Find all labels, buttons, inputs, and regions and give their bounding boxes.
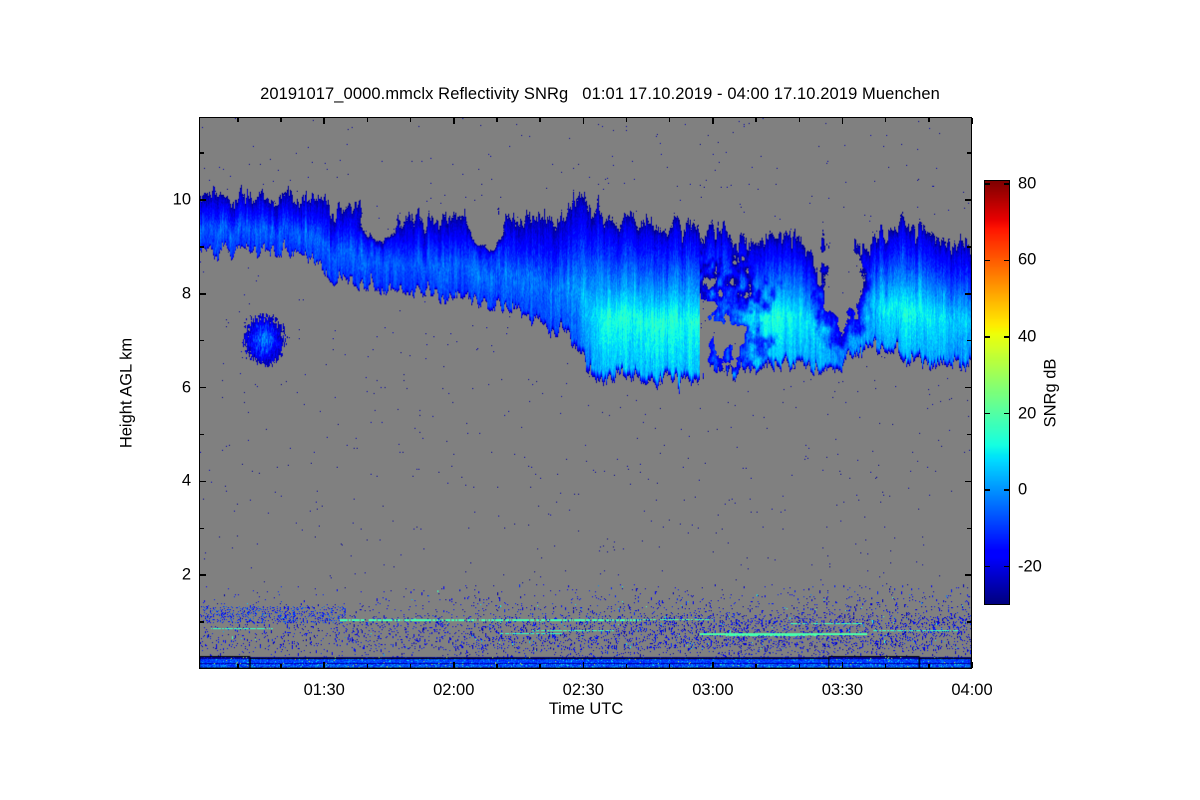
x-axis-minor-tick [366, 118, 369, 122]
x-axis-minor-tick [884, 664, 887, 668]
x-axis-tick [712, 118, 714, 124]
x-axis-minor-tick [237, 664, 239, 668]
colorbar-tick-label: 60 [1018, 250, 1037, 269]
y-axis-tick [965, 199, 971, 201]
y-axis-minor-tick [967, 246, 971, 248]
y-axis-minor-tick [200, 433, 204, 436]
x-axis-tick [971, 662, 973, 668]
y-axis-minor-tick [200, 527, 204, 530]
colorbar-tick [1004, 565, 1009, 568]
x-axis-minor-tick [668, 118, 671, 122]
x-axis-tick [323, 118, 325, 124]
colorbar-gradient [985, 181, 1009, 604]
x-axis-minor-tick [755, 118, 757, 122]
page-title: 20191017_0000.mmclx Reflectivity SNRg 01… [260, 85, 940, 103]
x-axis-minor-tick [668, 664, 671, 668]
colorbar-tick [1004, 336, 1009, 338]
x-axis-tick [971, 118, 973, 124]
x-axis-minor-tick [625, 664, 628, 668]
x-axis-minor-tick [798, 118, 800, 122]
y-axis-tick [965, 386, 971, 389]
y-axis-tick [200, 199, 206, 201]
y-axis-minor-tick [200, 339, 204, 342]
y-axis-tick [200, 293, 206, 295]
x-axis-minor-tick [280, 118, 282, 122]
x-axis-tick [453, 118, 455, 124]
x-axis-minor-tick [496, 118, 498, 122]
y-axis-tick-label: 8 [181, 284, 191, 303]
y-axis-title: Height AGL km [117, 337, 136, 449]
colorbar-tick-label: 0 [1018, 480, 1028, 499]
y-axis-tick [200, 480, 206, 483]
reflectivity-heatmap [200, 118, 971, 668]
colorbar-tick-label: 40 [1018, 327, 1037, 346]
x-axis-tick-label: 03:30 [821, 681, 864, 699]
y-axis-minor-tick [967, 152, 971, 154]
y-axis-minor-tick [967, 527, 971, 530]
y-axis-tick [200, 386, 206, 389]
x-axis-minor-tick [928, 118, 930, 122]
y-axis-tick-label: 6 [181, 378, 191, 397]
x-axis-minor-tick [409, 664, 412, 668]
x-axis-tick-label: 02:00 [433, 681, 475, 699]
plot-area [199, 117, 972, 669]
x-axis-tick [841, 662, 844, 668]
x-axis-tick [453, 662, 455, 668]
y-axis-tick-label: 4 [181, 471, 191, 490]
y-axis-tick [200, 574, 206, 576]
colorbar-tick [985, 565, 990, 568]
y-axis-minor-tick [200, 152, 204, 154]
colorbar-tick-label: 80 [1018, 174, 1037, 193]
x-axis-title: Time UTC [548, 700, 624, 718]
y-axis-tick [965, 574, 971, 576]
x-axis-minor-tick [539, 664, 541, 668]
colorbar-tick [985, 336, 990, 338]
x-axis-tick [712, 662, 714, 668]
x-axis-minor-tick [798, 664, 800, 668]
x-axis-tick-label: 04:00 [951, 681, 993, 699]
y-axis-tick-label: 2 [181, 565, 191, 584]
y-axis-minor-tick [967, 621, 971, 623]
colorbar-tick [985, 489, 990, 491]
colorbar-tick [1004, 412, 1009, 415]
y-axis-tick [965, 293, 971, 295]
colorbar-tick-label: 20 [1018, 404, 1037, 423]
y-axis-minor-tick [967, 433, 971, 436]
x-axis-minor-tick [237, 118, 239, 122]
colorbar-tick [1004, 489, 1009, 491]
colorbar-tick [1004, 259, 1009, 262]
x-axis-tick-label: 02:30 [562, 681, 604, 699]
x-axis-tick [841, 118, 844, 124]
x-axis-minor-tick [928, 664, 930, 668]
x-axis-minor-tick [280, 664, 282, 668]
x-axis-minor-tick [496, 664, 498, 668]
colorbar-tick-label: -20 [1018, 557, 1042, 576]
x-axis-minor-tick [409, 118, 412, 122]
x-axis-minor-tick [755, 664, 757, 668]
colorbar-title: SNRg dB [1041, 358, 1060, 428]
y-axis-minor-tick [200, 621, 204, 623]
x-axis-minor-tick [539, 118, 541, 122]
x-axis-minor-tick [884, 118, 887, 122]
colorbar [984, 180, 1010, 605]
x-axis-minor-tick [625, 118, 628, 122]
colorbar-tick [985, 183, 990, 185]
y-axis-minor-tick [967, 339, 971, 342]
x-axis-tick [582, 118, 585, 124]
y-axis-tick [965, 480, 971, 483]
colorbar-tick [985, 259, 990, 262]
colorbar-tick [985, 412, 990, 415]
x-axis-minor-tick [366, 664, 369, 668]
x-axis-tick-label: 01:30 [303, 681, 345, 699]
y-axis-tick-label: 10 [172, 190, 191, 209]
x-axis-tick [582, 662, 585, 668]
x-axis-tick [323, 662, 325, 668]
y-axis-minor-tick [200, 246, 204, 248]
colorbar-tick [1004, 183, 1009, 185]
x-axis-tick-label: 03:00 [692, 681, 734, 699]
